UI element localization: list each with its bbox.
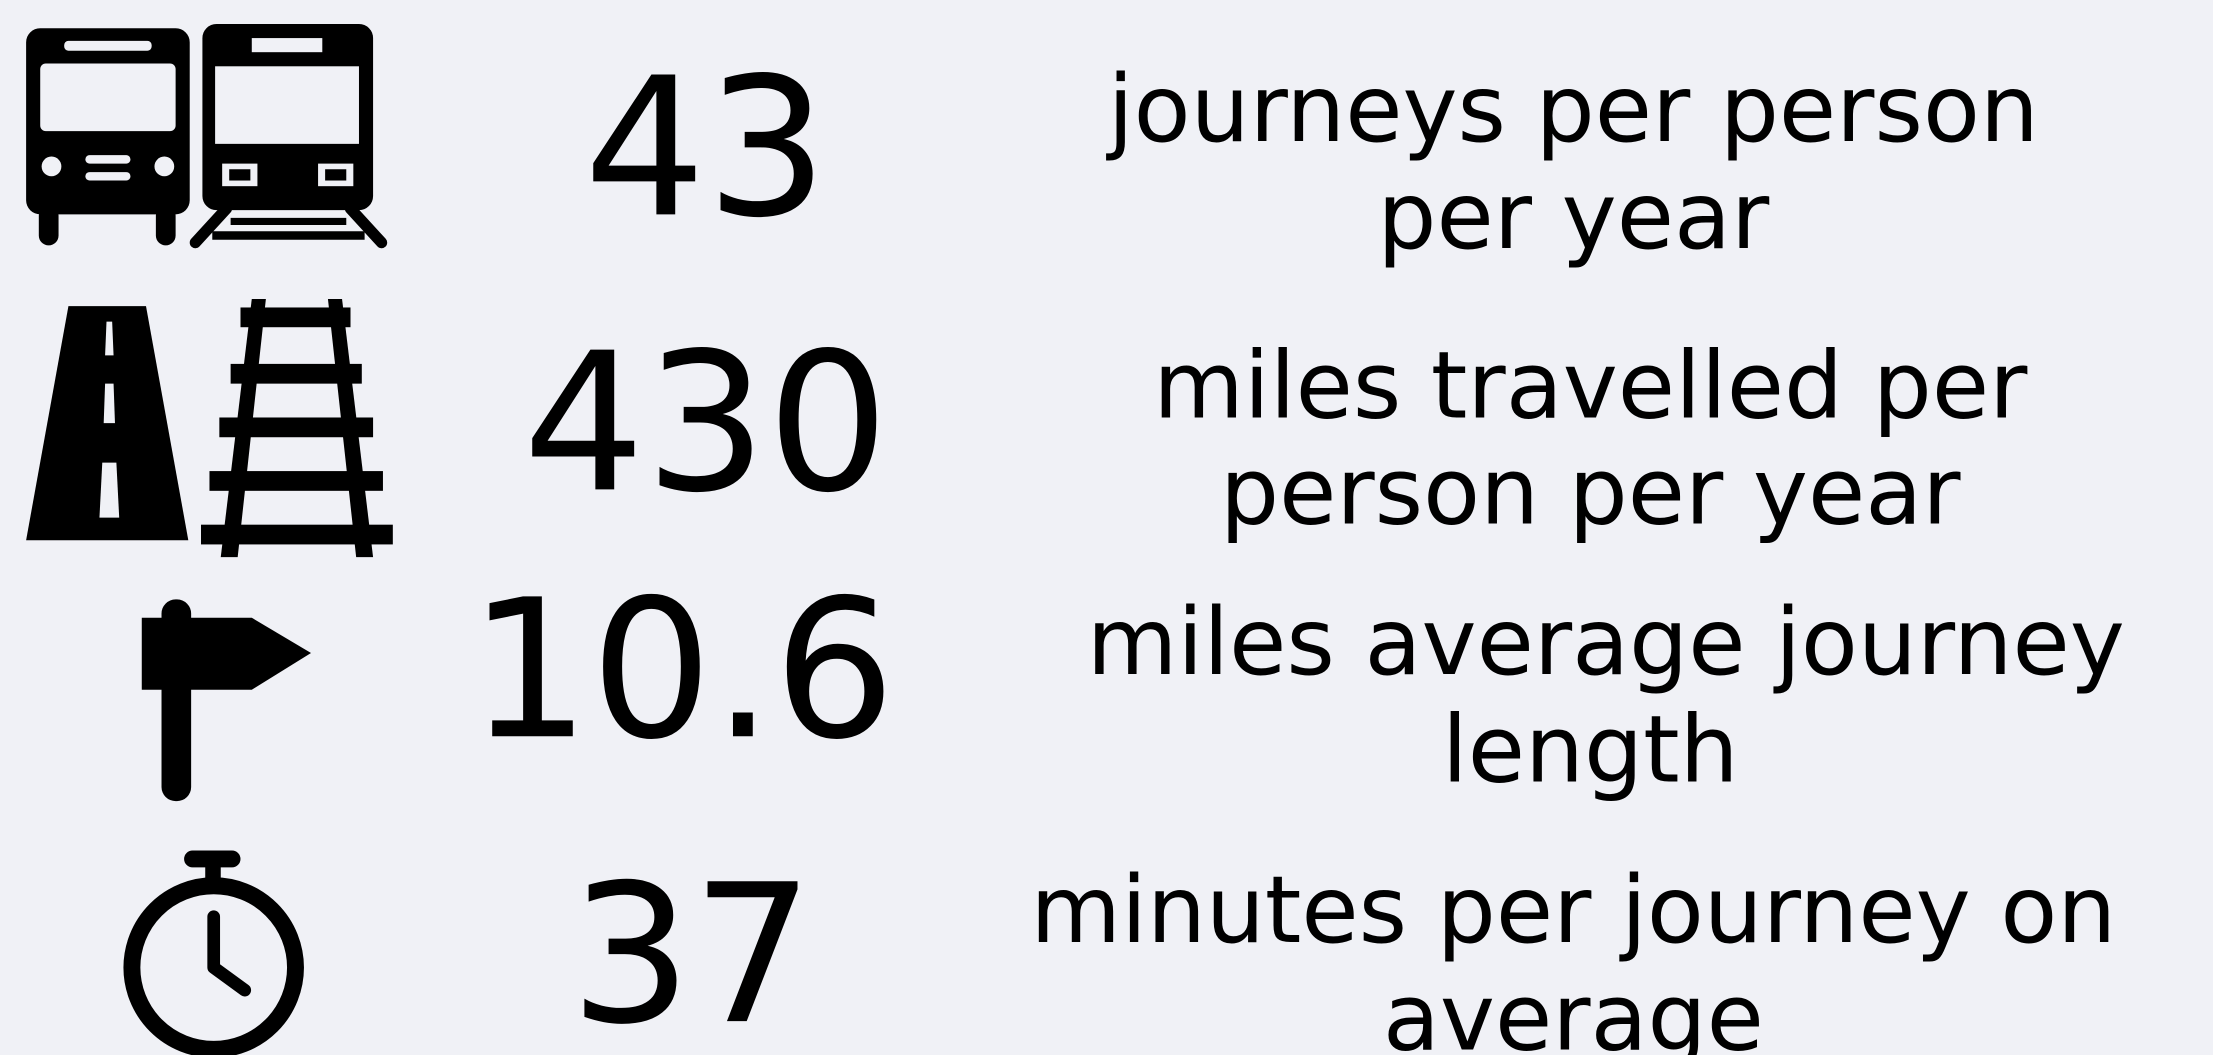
stat-label: journeys per person	[1106, 55, 2039, 163]
stopwatch-icon	[123, 850, 304, 1055]
stat-label: per year	[1377, 162, 1770, 270]
rail-track-icon	[201, 299, 393, 558]
train-icon	[189, 23, 388, 249]
stat-label: miles travelled per	[1153, 331, 2028, 439]
bus-icon	[26, 28, 190, 246]
signpost-icon	[141, 599, 312, 802]
stat-label: person per year	[1220, 437, 1961, 545]
stat-value: 10.6	[468, 559, 895, 782]
stat-value: 43	[584, 37, 828, 260]
stat-label: average	[1383, 963, 1764, 1055]
road-icon	[26, 306, 189, 541]
stat-label: miles average journey	[1087, 588, 2125, 696]
stat-label: minutes per journey on	[1030, 856, 2116, 964]
stat-value: 37	[570, 844, 814, 1055]
stat-value: 430	[523, 312, 889, 535]
stat-label: length	[1442, 695, 1739, 803]
